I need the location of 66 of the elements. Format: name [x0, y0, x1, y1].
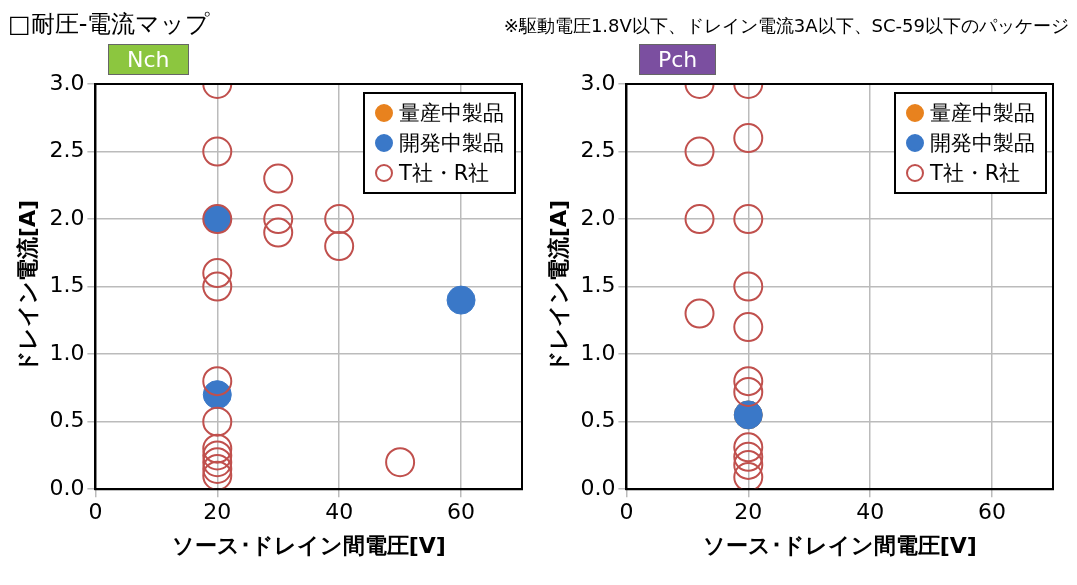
x-axis-title: ソース･ドレイン間電圧[V]: [702, 532, 977, 558]
y-tick-label: 2.0: [580, 204, 616, 230]
chart-title: Nch: [108, 44, 189, 75]
y-axis-title: ドレイン電流[A]: [14, 200, 40, 374]
text: ※駆動電圧1.8V以下、ドレイン電流3A以下、SC-59以下のパッケージ: [503, 14, 1069, 38]
point: [733, 441, 764, 472]
point: [324, 231, 355, 262]
point: [202, 440, 233, 471]
y-tick-label: 1.5: [580, 272, 616, 298]
point: [202, 406, 233, 437]
point: [733, 432, 764, 463]
y-tick-label: 3.0: [580, 69, 616, 95]
point: [202, 136, 233, 167]
y-tick-label: 2.0: [49, 204, 85, 230]
x-tick-label: 20: [203, 499, 232, 525]
point: [684, 298, 715, 329]
y-tick-label: 1.0: [49, 339, 85, 365]
point: [202, 453, 233, 484]
y-tick-label: 1.5: [49, 272, 85, 298]
point: [733, 271, 764, 302]
y-tick-label: 2.5: [580, 137, 616, 163]
point: [263, 163, 294, 194]
x-tick-label: 60: [447, 499, 476, 525]
point: [202, 460, 233, 490]
point: [263, 204, 294, 235]
y-tick-label: 3.0: [49, 69, 85, 95]
y-axis-title: ドレイン電流[A]: [545, 200, 571, 374]
point: [202, 366, 233, 397]
text: □耐圧-電流マップ: [8, 9, 211, 40]
point: [684, 204, 715, 235]
point: [733, 123, 764, 154]
x-tick-label: 60: [978, 499, 1007, 525]
legend-label: 量産中製品: [399, 100, 504, 127]
point: [733, 449, 764, 480]
point: [684, 136, 715, 167]
point: [202, 433, 233, 464]
point: [446, 285, 476, 315]
point: [733, 462, 764, 490]
point: [202, 271, 233, 302]
y-tick-label: 0.0: [580, 474, 616, 500]
point: [202, 447, 233, 478]
legend-label: 開発中製品: [399, 130, 504, 157]
point: [733, 366, 764, 397]
point: [385, 447, 416, 478]
point: [733, 312, 764, 343]
point: [733, 204, 764, 235]
y-tick-label: 0.5: [49, 407, 85, 433]
y-tick-label: 0.0: [49, 474, 85, 500]
x-tick-label: 0: [88, 499, 103, 525]
legend-label: 量産中製品: [930, 100, 1035, 127]
x-tick-label: 40: [856, 499, 885, 525]
x-tick-label: 0: [619, 499, 634, 525]
y-tick-label: 2.5: [49, 137, 85, 163]
x-tick-label: 40: [325, 499, 354, 525]
legend-label: T社・R社: [930, 160, 1021, 187]
point: [324, 204, 355, 235]
x-axis-title: ソース･ドレイン間電圧[V]: [171, 532, 446, 558]
point: [202, 258, 233, 289]
legend-label: T社・R社: [399, 160, 490, 187]
point: [733, 376, 764, 407]
y-tick-label: 1.0: [580, 339, 616, 365]
chart-title: Pch: [639, 44, 717, 75]
legend-label: 開発中製品: [930, 130, 1035, 157]
x-tick-label: 20: [734, 499, 763, 525]
y-tick-label: 0.5: [580, 407, 616, 433]
point: [263, 217, 294, 248]
